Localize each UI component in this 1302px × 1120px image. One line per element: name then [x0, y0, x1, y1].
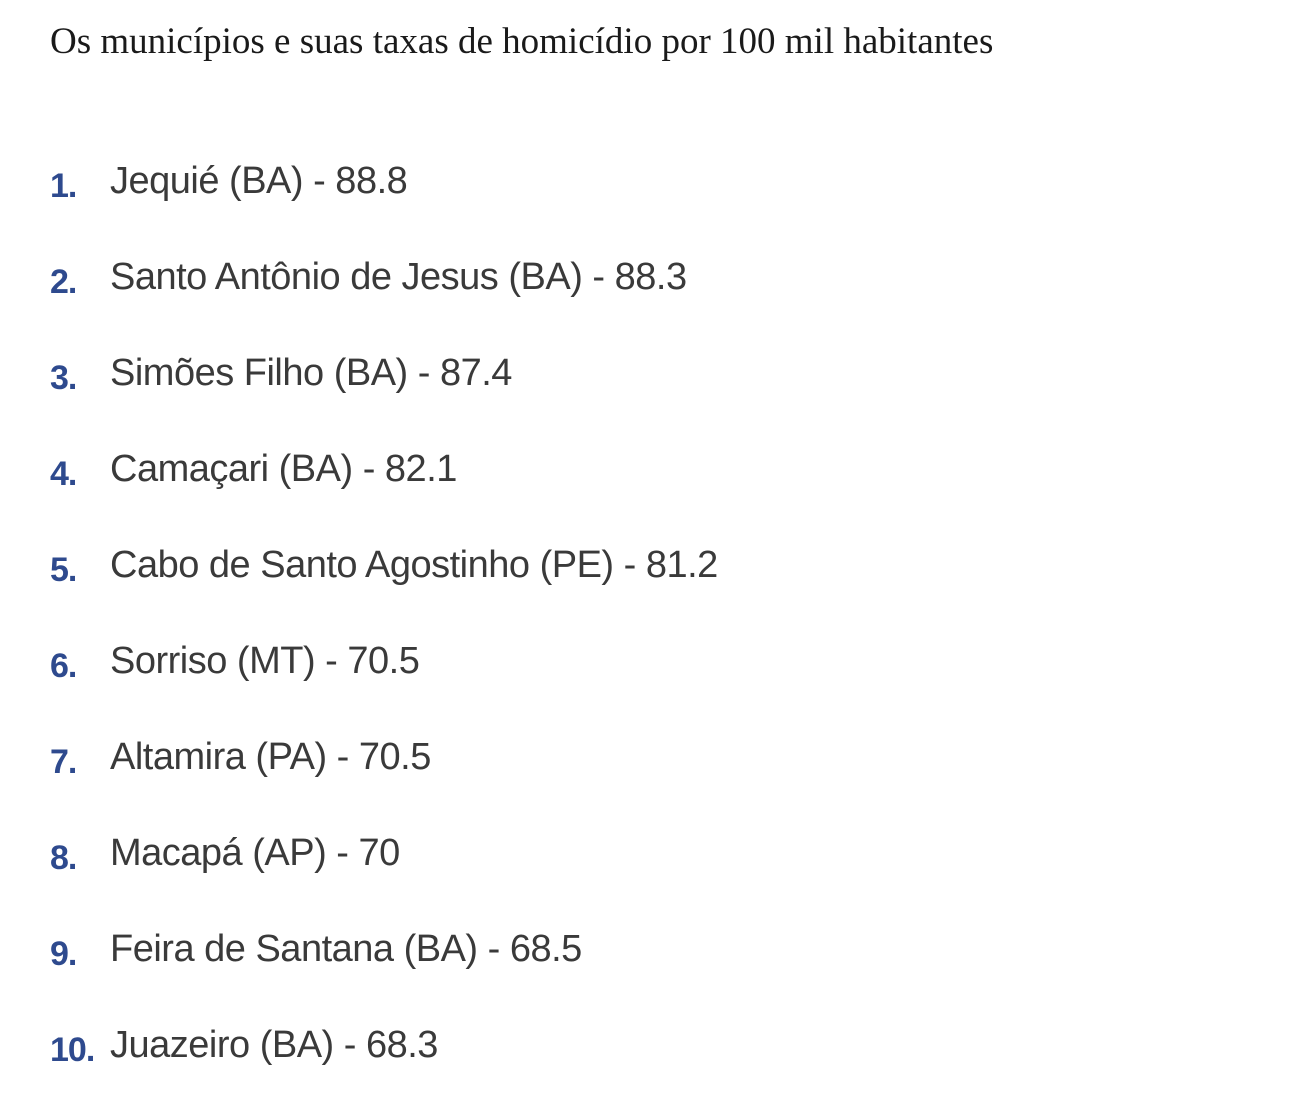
list-item-text: Cabo de Santo Agostinho (PE) - 81.2 — [110, 544, 718, 586]
list-item-text: Santo Antônio de Jesus (BA) - 88.3 — [110, 256, 687, 298]
list-item: 1. Jequié (BA) - 88.8 — [50, 160, 718, 256]
list-item-number: 4. — [50, 455, 77, 493]
list-item-number: 6. — [50, 647, 77, 685]
list-item-number: 7. — [50, 743, 77, 781]
list-item-text: Feira de Santana (BA) - 68.5 — [110, 928, 582, 970]
list-item-number: 5. — [50, 551, 77, 589]
list-item-number: 10. — [50, 1031, 95, 1069]
list-item-number: 9. — [50, 935, 77, 973]
list-item-number: 2. — [50, 263, 77, 301]
list-item-text: Macapá (AP) - 70 — [110, 832, 400, 874]
list-item-number: 8. — [50, 839, 77, 877]
list-item-text: Camaçari (BA) - 82.1 — [110, 448, 457, 490]
list-item: 9. Feira de Santana (BA) - 68.5 — [50, 928, 718, 1024]
list-item-text: Simões Filho (BA) - 87.4 — [110, 352, 512, 394]
list-item: 2. Santo Antônio de Jesus (BA) - 88.3 — [50, 256, 718, 352]
list-item: 3. Simões Filho (BA) - 87.4 — [50, 352, 718, 448]
list-item: 6. Sorriso (MT) - 70.5 — [50, 640, 718, 736]
list-item-text: Jequié (BA) - 88.8 — [110, 160, 408, 202]
list-item: 10. Juazeiro (BA) - 68.3 — [50, 1024, 718, 1120]
list-title: Os municípios e suas taxas de homicídio … — [50, 21, 994, 62]
list-item-text: Sorriso (MT) - 70.5 — [110, 640, 420, 682]
list-item: 8. Macapá (AP) - 70 — [50, 832, 718, 928]
list-item-text: Juazeiro (BA) - 68.3 — [110, 1024, 438, 1066]
list-item: 5. Cabo de Santo Agostinho (PE) - 81.2 — [50, 544, 718, 640]
list-item: 7. Altamira (PA) - 70.5 — [50, 736, 718, 832]
list-item: 4. Camaçari (BA) - 82.1 — [50, 448, 718, 544]
list-item-number: 3. — [50, 359, 77, 397]
homicide-ranking-list: 1. Jequié (BA) - 88.8 2. Santo Antônio d… — [50, 160, 718, 1120]
list-item-number: 1. — [50, 167, 77, 205]
list-item-text: Altamira (PA) - 70.5 — [110, 736, 431, 778]
